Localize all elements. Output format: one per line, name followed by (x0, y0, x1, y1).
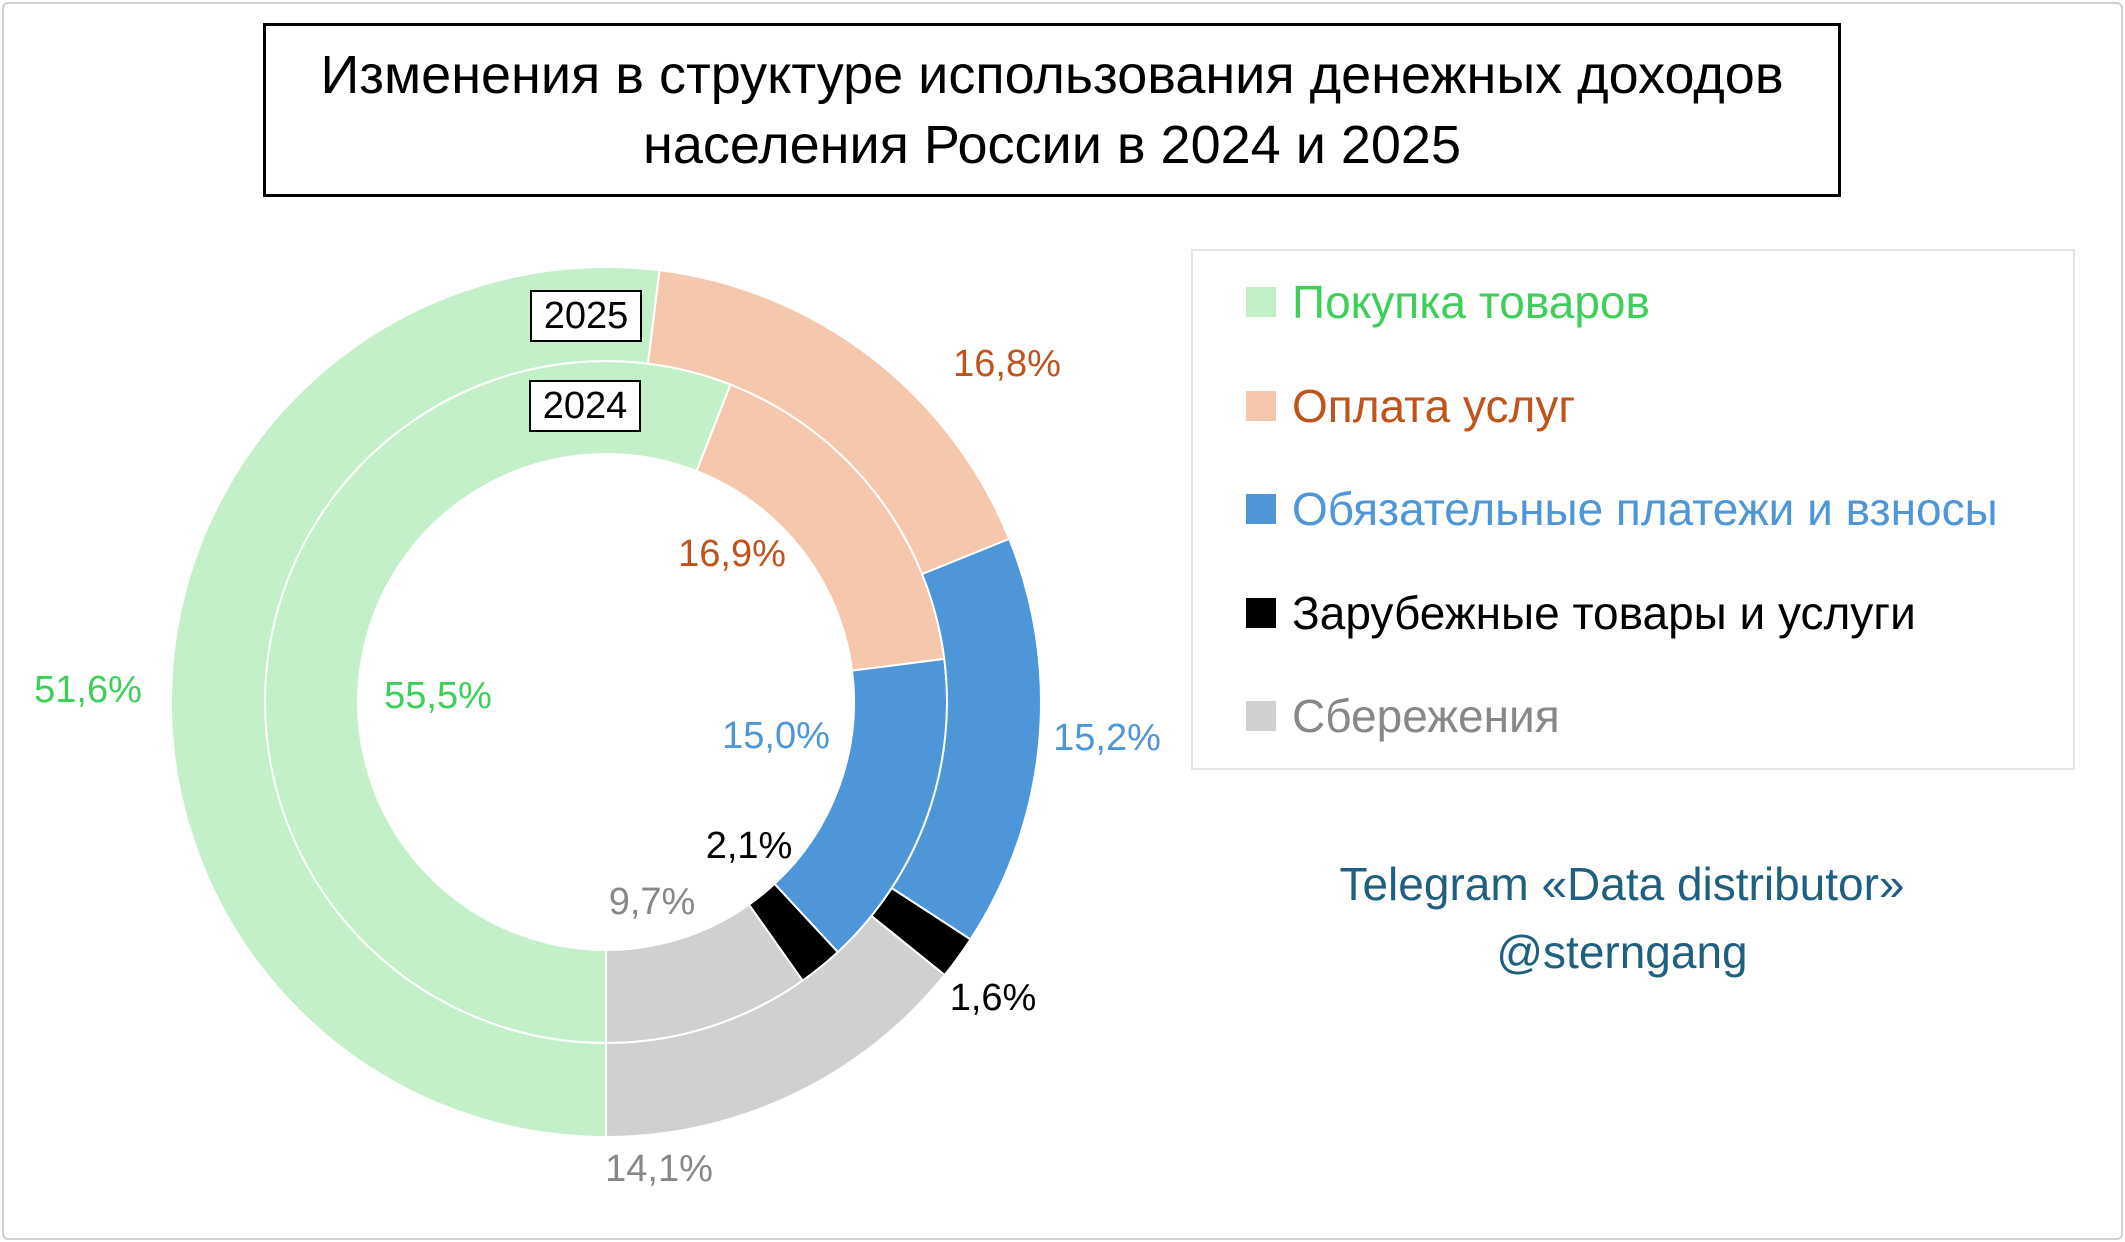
credit-handle: @sterngang (1496, 926, 1748, 978)
legend-item-services: Оплата услуг (1246, 376, 1575, 436)
data-label-2024-4: 9,7% (609, 881, 696, 923)
data-label-2025-0: 51,6% (34, 669, 142, 711)
title-line-1: Изменения в структуре использования дене… (320, 45, 1784, 105)
legend-item-goods: Покупка товаров (1246, 272, 1650, 332)
legend-label: Обязательные платежи и взносы (1292, 483, 1998, 535)
legend-label: Сбережения (1292, 690, 1560, 742)
data-label-2024-0: 55,5% (384, 675, 492, 717)
slice-2025-4 (605, 914, 947, 1139)
series-label-2024: 2024 (543, 385, 628, 427)
legend-swatch (1246, 598, 1276, 628)
chart-title: Изменения в структуре использования дене… (263, 23, 1841, 197)
legend-item-foreign: Зарубежные товары и услуги (1246, 583, 1916, 643)
credit-telegram: Telegram «Data distributor» (1339, 858, 1905, 910)
data-label-2024-3: 2,1% (706, 825, 793, 867)
legend-swatch (1246, 391, 1276, 421)
series-label-box-2024 (529, 380, 641, 432)
title-line-2: населения России в 2024 и 2025 (643, 115, 1461, 175)
legend-swatch (1246, 287, 1276, 317)
series-label-box-2025 (530, 290, 642, 342)
data-label-2024-1: 16,9% (678, 533, 786, 575)
legend-label: Оплата услуг (1292, 380, 1576, 432)
slice-2025-0 (170, 266, 661, 1139)
credit: Telegram «Data distributor» @sterngang (1222, 850, 2022, 986)
legend-label: Покупка товаров (1292, 276, 1650, 328)
data-label-2025-3: 1,6% (950, 977, 1037, 1019)
legend: Покупка товаров Оплата услуг Обязательны… (1191, 249, 2075, 770)
legend-item-savings: Сбережения (1246, 686, 1560, 746)
legend-swatch (1246, 494, 1276, 524)
legend-label: Зарубежные товары и услуги (1292, 587, 1916, 639)
data-label-2025-2: 15,2% (1053, 717, 1161, 759)
data-label-2025-4: 14,1% (605, 1148, 713, 1190)
data-label-2024-2: 15,0% (722, 715, 830, 757)
legend-swatch (1246, 701, 1276, 731)
data-label-2025-1: 16,8% (953, 343, 1061, 385)
legend-item-payments: Обязательные платежи и взносы (1246, 479, 1998, 539)
series-label-2025: 2025 (544, 295, 629, 337)
